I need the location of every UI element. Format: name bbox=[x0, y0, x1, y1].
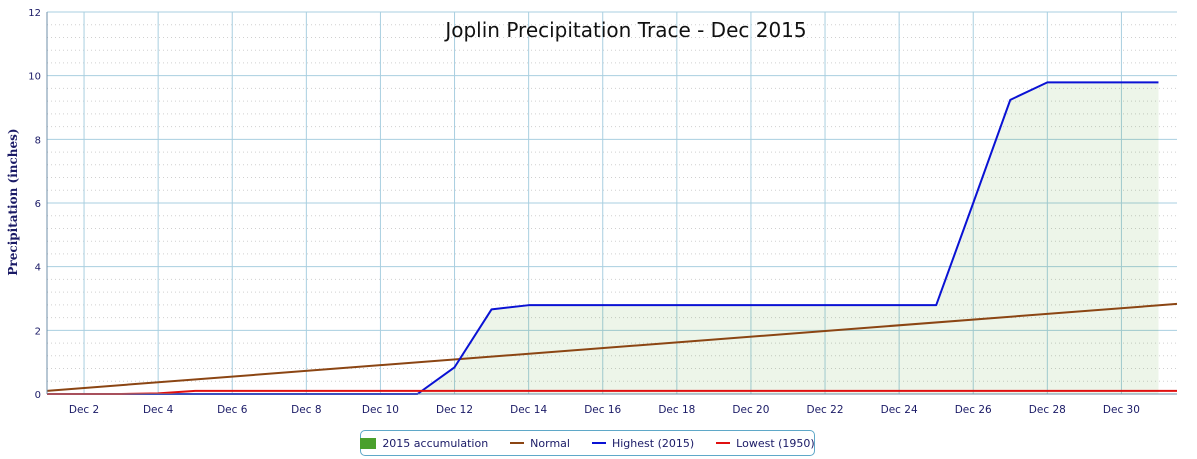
y-tick-labels: 0 2 4 6 8 10 12 bbox=[28, 8, 41, 401]
precipitation-chart: 024681012 Dec 2 Dec 4 Dec 6 Dec 8 Dec 10 Dec … bbox=[0, 0, 1197, 459]
y-tick-label: 0 bbox=[35, 390, 41, 401]
legend-swatch-2015-accumulation bbox=[360, 438, 376, 449]
y-axis-label: Precipitation (inches) bbox=[6, 128, 20, 275]
legend-swatch-normal bbox=[510, 442, 524, 444]
legend-item-normal[interactable]: Normal bbox=[510, 437, 570, 450]
legend-label: Lowest (1950) bbox=[736, 437, 815, 450]
y-tick-label: 4 bbox=[35, 263, 41, 274]
legend: 2015 accumulation Normal Highest (2015) … bbox=[360, 430, 815, 456]
x-tick-label: Dec 6 bbox=[217, 404, 248, 416]
x-tick-label: Dec 18 bbox=[658, 404, 695, 416]
x-tick-label: Dec 16 bbox=[584, 404, 621, 416]
x-tick-label: Dec 8 bbox=[291, 404, 321, 416]
legend-item-2015-accumulation[interactable]: 2015 accumulation bbox=[360, 437, 488, 450]
x-tick-label: Dec 26 bbox=[955, 404, 992, 416]
y-tick-label: 2 bbox=[35, 326, 41, 337]
chart-title: Joplin Precipitation Trace - Dec 2015 bbox=[443, 18, 806, 42]
y-tick-label: 6 bbox=[35, 199, 41, 210]
y-tick-label: 8 bbox=[35, 135, 41, 146]
x-tick-label: Dec 28 bbox=[1029, 404, 1066, 416]
legend-item-lowest[interactable]: Lowest (1950) bbox=[716, 437, 815, 450]
x-tick-label: Dec 2 bbox=[69, 404, 99, 416]
x-tick-label: Dec 4 bbox=[143, 404, 174, 416]
x-tick-label: Dec 30 bbox=[1103, 404, 1140, 416]
legend-item-highest[interactable]: Highest (2015) bbox=[592, 437, 694, 450]
x-tick-label: Dec 12 bbox=[436, 404, 473, 416]
legend-swatch-lowest bbox=[716, 442, 730, 444]
x-tick-label: Dec 22 bbox=[807, 404, 844, 416]
legend-swatch-highest bbox=[592, 442, 606, 444]
x-tick-label: Dec 20 bbox=[732, 404, 769, 416]
x-tick-label: Dec 24 bbox=[881, 404, 918, 416]
y-tick-label: 10 bbox=[28, 72, 41, 83]
legend-label: Highest (2015) bbox=[612, 437, 694, 450]
legend-label: Normal bbox=[530, 437, 570, 450]
x-tick-label: Dec 14 bbox=[510, 404, 547, 416]
y-tick-label: 12 bbox=[28, 8, 41, 19]
x-tick-labels: Dec 2 Dec 4 Dec 6 Dec 8 Dec 10 Dec 12 Dec 14 De… bbox=[69, 404, 1140, 416]
legend-label: 2015 accumulation bbox=[382, 437, 488, 450]
x-tick-label: Dec 10 bbox=[362, 404, 399, 416]
